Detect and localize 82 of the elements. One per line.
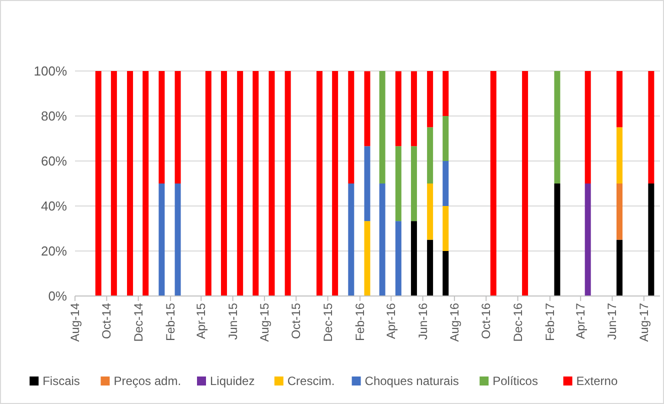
bar xyxy=(237,71,244,296)
x-tick-label: Apr-15 xyxy=(194,302,208,340)
bar xyxy=(427,184,434,240)
bar xyxy=(648,184,654,296)
bar xyxy=(174,71,181,184)
bar xyxy=(648,71,654,184)
bar xyxy=(442,71,449,116)
y-tick-label: 60% xyxy=(40,154,68,168)
x-tick-label: Dec-14 xyxy=(131,302,146,342)
bar xyxy=(427,240,434,296)
bar xyxy=(442,161,449,206)
x-tick-label: Jun-17 xyxy=(605,302,620,340)
bar xyxy=(584,71,591,184)
x-tick-label: Aug-15 xyxy=(257,302,272,342)
bar xyxy=(379,71,386,184)
bar xyxy=(616,240,623,296)
x-tick-label: Feb-16 xyxy=(352,302,367,342)
bar xyxy=(616,184,623,240)
bar xyxy=(142,71,149,296)
bar xyxy=(110,71,117,296)
bar xyxy=(364,221,370,296)
legend-label: Crescim. xyxy=(287,374,335,388)
x-tick-label: Aug-17 xyxy=(636,302,651,342)
bar xyxy=(284,71,291,296)
y-tick-label: 100% xyxy=(34,64,68,78)
bar xyxy=(348,71,354,184)
x-tick-label: Oct-16 xyxy=(479,302,494,340)
bar xyxy=(410,146,417,222)
bar xyxy=(364,146,370,222)
bar xyxy=(268,71,275,296)
bar xyxy=(127,71,134,296)
y-tick-label: 40% xyxy=(40,198,68,214)
bar xyxy=(442,206,449,251)
legend-label: Choques naturais xyxy=(364,374,459,388)
bar xyxy=(95,71,102,296)
legend-label: Preços adm. xyxy=(114,374,182,388)
bar xyxy=(364,71,370,146)
bar xyxy=(410,71,417,146)
x-tick-label: Feb-17 xyxy=(542,302,557,342)
bar xyxy=(158,71,165,184)
bar xyxy=(427,127,434,184)
x-tick-label: Aug-14 xyxy=(68,302,82,342)
bar xyxy=(174,184,181,296)
x-tick-label: Aug-16 xyxy=(447,302,462,342)
bar xyxy=(220,71,227,296)
x-tick-label: Feb-15 xyxy=(164,302,178,342)
bar xyxy=(427,71,434,128)
bar xyxy=(442,116,449,161)
bar xyxy=(158,184,165,296)
bar xyxy=(252,71,259,296)
legend-label: Políticos xyxy=(492,374,538,388)
bar xyxy=(395,146,402,222)
bar xyxy=(205,71,212,296)
x-tick-label: Dec-15 xyxy=(320,302,335,342)
bar xyxy=(554,184,560,296)
bar xyxy=(316,71,322,296)
x-tick-label: Dec-16 xyxy=(510,302,525,342)
bar xyxy=(522,71,528,296)
y-tick-label: 20% xyxy=(40,244,68,258)
x-tick-label: Jun-15 xyxy=(226,302,240,340)
x-tick-label: Apr-16 xyxy=(384,302,398,340)
bar xyxy=(410,221,417,296)
legend-label: Fiscais xyxy=(42,374,80,388)
bar xyxy=(442,251,449,296)
x-tick-label: Oct-14 xyxy=(100,302,114,340)
legend-label: Externo xyxy=(576,374,618,388)
bar xyxy=(379,184,386,296)
y-tick-label: 0% xyxy=(48,288,68,304)
bar xyxy=(395,221,402,296)
bar xyxy=(616,127,623,184)
x-tick-label: Apr-17 xyxy=(574,302,588,340)
bar xyxy=(348,184,354,296)
bar xyxy=(584,184,591,296)
bar xyxy=(395,71,402,146)
bar xyxy=(332,71,338,296)
y-tick-label: 80% xyxy=(40,108,68,124)
x-tick-label: Oct-15 xyxy=(289,302,304,340)
bar xyxy=(616,71,623,128)
bar xyxy=(490,71,496,296)
legend-label: Liquidez xyxy=(210,374,255,388)
x-tick-label: Jun-16 xyxy=(416,302,430,340)
bar xyxy=(554,71,560,184)
